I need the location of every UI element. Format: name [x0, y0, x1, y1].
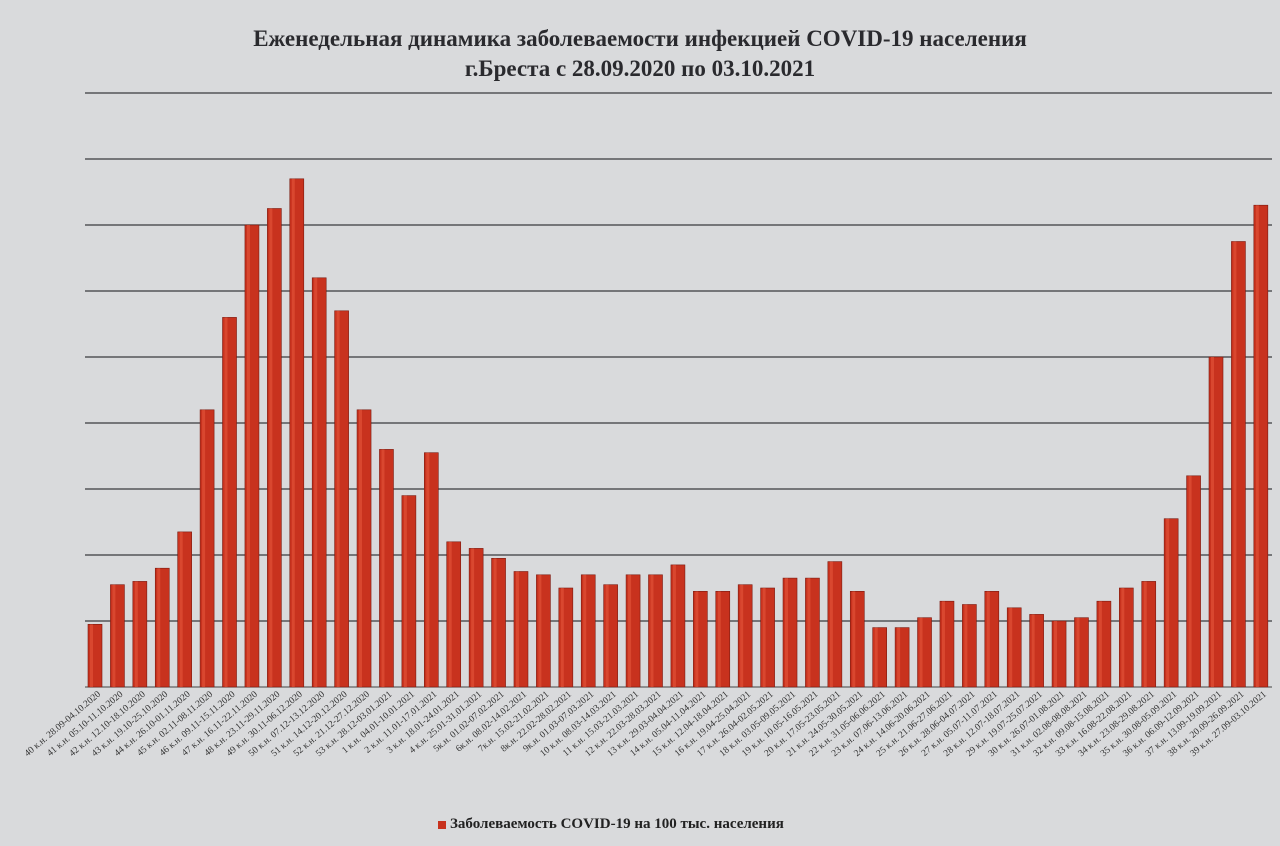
legend: Заболеваемость COVID-19 на 100 тыс. насе… [438, 816, 784, 833]
bar-highlight [157, 568, 161, 687]
chart-title: Еженедельная динамика заболеваемости инф… [253, 26, 1027, 51]
bar-highlight [134, 581, 138, 687]
bar-highlight [471, 548, 475, 687]
bar-highlight [1255, 205, 1259, 687]
bar-highlight [829, 561, 833, 687]
bar-highlight [941, 601, 945, 687]
bar-highlight [695, 591, 699, 687]
bar-highlight [90, 624, 93, 687]
bar-highlight [336, 310, 340, 687]
bar-highlight [515, 571, 519, 687]
bar-highlight [583, 574, 587, 687]
bar-highlight [964, 604, 968, 687]
bar-highlight [762, 588, 766, 687]
bar-highlight [246, 225, 250, 687]
bar-highlight [628, 574, 632, 687]
bar-highlight [1031, 614, 1035, 687]
bar-highlight [1233, 241, 1237, 687]
bar-highlight [403, 495, 407, 687]
bar-highlight [807, 578, 811, 687]
bar-highlight [179, 531, 183, 687]
legend-label: Заболеваемость COVID-19 на 100 тыс. насе… [450, 816, 784, 832]
bar-highlight [426, 452, 430, 687]
bar-highlight [1143, 581, 1147, 687]
bar-highlight [1211, 357, 1214, 687]
bar-highlight [448, 541, 452, 687]
bar-highlight [1166, 518, 1170, 687]
bar-highlight [1054, 621, 1058, 687]
bar-highlight [919, 617, 923, 687]
bar-highlight [112, 584, 116, 687]
bar-highlight [202, 409, 206, 687]
bar-highlight [224, 317, 228, 687]
bar-highlight [1188, 475, 1192, 687]
bar-highlight [897, 627, 901, 687]
bar-highlight [717, 591, 721, 687]
bar-highlight [493, 558, 497, 687]
bar-highlight [740, 584, 744, 687]
bar-highlight [291, 178, 295, 688]
bar-highlight [359, 409, 363, 687]
bar-highlight [852, 591, 856, 687]
bar-highlight [314, 277, 318, 687]
bar-highlight [785, 578, 789, 687]
bar-highlight [538, 574, 542, 687]
bar-highlight [986, 591, 990, 687]
bar-highlight [269, 208, 273, 687]
bar-highlight [1076, 617, 1080, 687]
bar-highlight [381, 449, 385, 687]
bar-highlight [874, 627, 878, 687]
legend-swatch [438, 820, 446, 829]
bar-highlight [650, 574, 654, 687]
bar-highlight [560, 588, 564, 687]
bar-highlight [605, 584, 609, 687]
bar-highlight [1009, 607, 1013, 687]
bar-highlight [672, 564, 676, 687]
bar-highlight [1121, 588, 1125, 687]
bar-highlight [1098, 601, 1102, 687]
chart-subtitle: г.Бреста с 28.09.2020 по 03.10.2021 [464, 56, 816, 81]
